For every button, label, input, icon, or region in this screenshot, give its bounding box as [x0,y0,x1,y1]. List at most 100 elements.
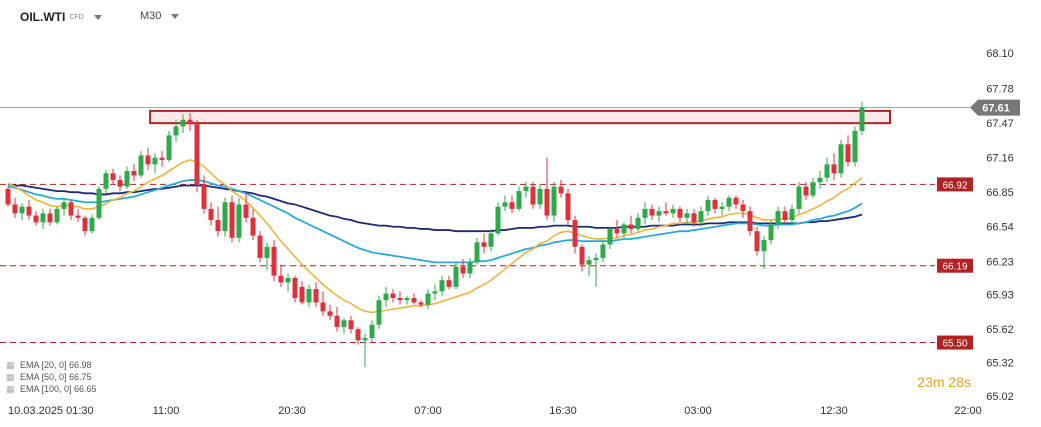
candle-body [68,202,74,216]
candle-body [12,204,18,214]
candle-body [775,211,781,225]
candle-body [222,202,228,232]
x-tick-label: 22:00 [954,405,982,417]
candle-body [313,289,319,303]
candle-body [145,155,151,165]
candle-body [215,220,221,232]
candle-body [586,260,592,265]
candle-body [271,246,277,276]
candle-body [516,191,522,209]
ema100-line [7,183,863,233]
candle-body [670,208,676,214]
candle-body [257,235,263,258]
candle-body [334,315,340,327]
y-tick-label: 66.85 [986,187,1014,199]
candle-body [796,186,802,209]
candle-body [166,135,172,160]
candle-body [320,302,326,312]
candle-body [607,228,613,245]
timer-seconds: 28 [948,374,964,390]
candle-body [19,206,25,214]
candle-body [285,277,291,283]
candle-body [138,155,144,176]
y-tick-label: 67.47 [986,118,1014,130]
symbol-type: CFD [69,13,84,21]
candle-body [383,293,389,301]
candle-body [131,171,137,176]
candle-body [747,211,753,232]
chevron-down-icon[interactable] [171,13,180,19]
y-tick-label: 65.32 [986,358,1014,370]
candle-body [47,213,53,223]
candle-body [187,119,193,125]
candle-body [544,188,550,216]
chevron-down-icon[interactable] [93,14,102,20]
candle-body [89,217,95,232]
candle-body [439,280,445,292]
legend-item-ema20[interactable]: ▦ EMA [20, 0] 66.98 [6,359,97,371]
timer-minutes: 23 [917,374,933,390]
level-price-label: 65.50 [942,339,967,350]
legend-label: EMA [50, 0] 66.75 [20,372,92,382]
candle-body [173,126,179,136]
candle-body [250,217,256,236]
candle-body [803,186,809,196]
candle-body [446,280,452,287]
candle-body [152,157,158,165]
candle-body [425,293,431,305]
x-tick-label: 03:00 [684,405,712,417]
candle-body [61,202,67,209]
candle-body [495,206,501,234]
settings-icon[interactable]: ▦ [6,384,15,394]
candle-body [509,202,515,209]
candle-body [726,197,732,207]
candle-body [565,193,571,221]
candle-body [705,200,711,212]
ema50-line [7,179,863,264]
candle-body [82,217,88,232]
level-price-tag [937,335,973,350]
candle-body [621,224,627,234]
candle-body [656,211,662,216]
timeframe-selector[interactable]: M30 [140,10,180,22]
candle-body [530,186,536,205]
candle-body [838,144,844,174]
candle-body [453,266,459,287]
candle-body [159,157,165,160]
current-price-label: 67.61 [982,103,1010,115]
candle-body [208,208,214,221]
candle-body [404,298,410,301]
candle-body [264,246,270,258]
legend-item-ema100[interactable]: ▦ EMA [100, 0] 66.65 [6,383,97,395]
candle-body [474,242,480,263]
candle-body [761,240,767,252]
level-price-label: 66.19 [942,262,967,273]
candle-body [635,217,641,229]
legend-label: EMA [20, 0] 66.98 [20,360,92,370]
candle-body [355,329,361,341]
settings-icon[interactable]: ▦ [6,360,15,370]
legend-item-ema50[interactable]: ▦ EMA [50, 0] 66.75 [6,371,97,383]
legend-label: EMA [100, 0] 66.65 [20,384,97,394]
candle-body [369,324,375,339]
current-price-tag [970,99,1020,116]
candle-body [299,286,305,303]
candle-body [418,302,424,305]
candle-body [467,262,473,274]
candle-body [558,186,564,194]
candle-body [817,177,823,183]
candle-body [663,211,669,214]
candle-body [768,224,774,241]
settings-icon[interactable]: ▦ [6,372,15,382]
candle-body [306,289,312,303]
candle-body [642,208,648,218]
candle-body [733,197,739,205]
candle-body [341,320,347,327]
candle-body [33,215,39,223]
candle-body [26,206,32,216]
timeframe-label: M30 [140,10,162,22]
candle-body [376,300,382,325]
candle-body [614,228,620,234]
symbol-selector[interactable]: OIL.WTI CFD [20,10,102,24]
